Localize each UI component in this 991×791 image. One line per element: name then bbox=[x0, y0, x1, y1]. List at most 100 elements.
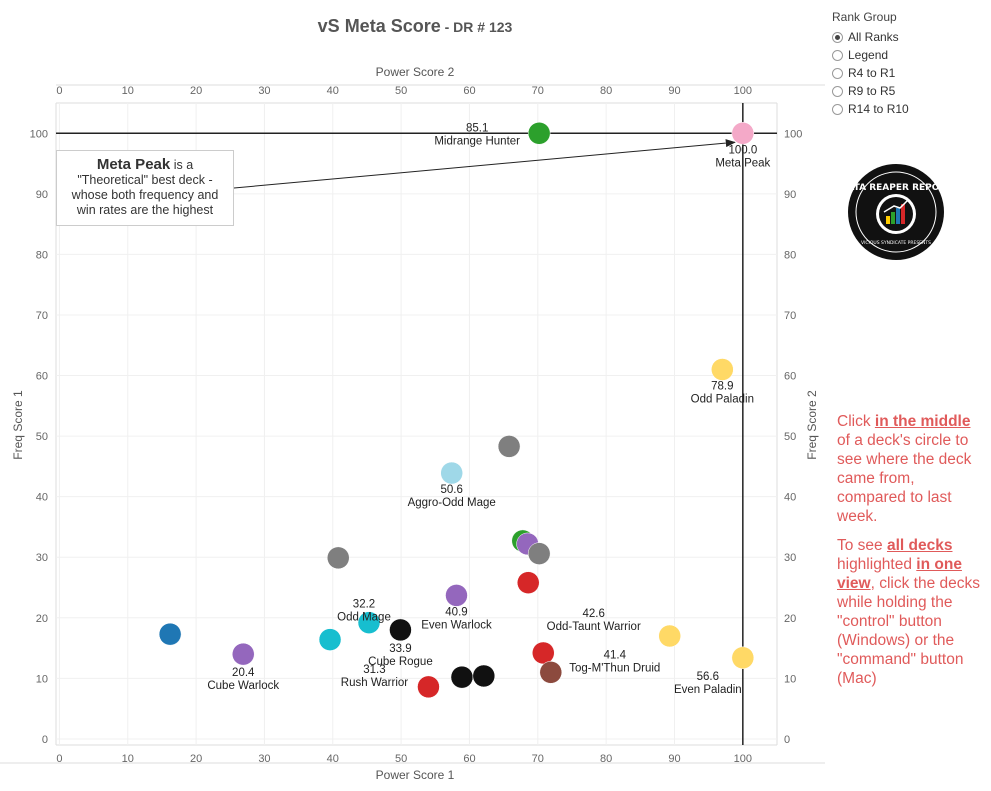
point-score-label: 32.2 bbox=[353, 599, 375, 611]
x2-tick-label: 60 bbox=[463, 85, 475, 97]
rank-option-r4-to-r1[interactable]: R4 to R1 bbox=[832, 64, 909, 82]
point-name-label: Cube Warlock bbox=[207, 680, 279, 692]
data-point bbox=[731, 646, 755, 670]
rank-option-all-ranks[interactable]: All Ranks bbox=[832, 28, 909, 46]
x2-tick-label: 80 bbox=[600, 85, 612, 97]
rank-option-r14-to-r10[interactable]: R14 to R10 bbox=[832, 100, 909, 118]
x-tick-label: 60 bbox=[463, 753, 475, 765]
rank-option-label: R4 to R1 bbox=[848, 66, 896, 80]
x-tick-label: 80 bbox=[600, 753, 612, 765]
data-point bbox=[158, 622, 182, 646]
x-tick-label: 70 bbox=[532, 753, 544, 765]
point-score-label: 85.1 bbox=[466, 122, 488, 134]
y-tick-label: 80 bbox=[36, 249, 48, 261]
radio-icon[interactable] bbox=[832, 85, 843, 97]
instruction-text: of a deck's circle to see where the deck… bbox=[837, 432, 972, 525]
point-name-label: Odd Paladin bbox=[691, 393, 754, 405]
data-point bbox=[527, 122, 551, 145]
annotation-bold: Meta Peak bbox=[96, 156, 171, 173]
point-name-label: Meta Peak bbox=[715, 157, 770, 169]
y2-tick-label: 90 bbox=[784, 189, 796, 201]
rank-group-filter: Rank Group All Ranks Legend R4 to R1 R9 to … bbox=[832, 10, 909, 118]
point-name-label: Tog-M'Thun Druid bbox=[569, 662, 660, 674]
y2-tick-label: 40 bbox=[784, 492, 796, 504]
data-point bbox=[731, 122, 755, 145]
x-tick-label: 90 bbox=[668, 753, 680, 765]
data-point bbox=[532, 641, 555, 665]
point-score-label: 100.0 bbox=[728, 144, 757, 156]
point-name-label: Aggro-Odd Mage bbox=[408, 497, 496, 509]
y2-tick-label: 30 bbox=[784, 552, 796, 564]
meta-peak-annotation: Meta Peak is a "Theoretical" best deck -… bbox=[56, 150, 234, 226]
y-tick-label: 30 bbox=[36, 552, 48, 564]
instructions-click: Click in the middle of a deck's circle t… bbox=[837, 412, 987, 526]
data-point bbox=[497, 435, 521, 458]
y2-tick-label: 20 bbox=[784, 613, 796, 625]
tick-labels: 0 0 10 10 20 20 30 30 40 40 50 50 60 60 70 70 80 80 90 90 10… bbox=[30, 85, 803, 765]
y2-tick-label: 100 bbox=[784, 128, 802, 140]
y2-tick-label: 50 bbox=[784, 431, 796, 443]
data-reaper-logo: DATA REAPER REPORT VICIOUS SYNDICATE PRE… bbox=[846, 164, 946, 260]
annotation-text-4: win rates are the highest bbox=[76, 203, 214, 217]
rank-option-legend[interactable]: Legend bbox=[832, 46, 909, 64]
y-tick-label: 90 bbox=[36, 189, 48, 201]
point-score-label: 42.6 bbox=[583, 608, 605, 620]
data-point bbox=[516, 571, 540, 594]
rank-option-label: All Ranks bbox=[848, 30, 899, 44]
rank-option-label: R14 to R10 bbox=[848, 102, 909, 116]
annotation-text-3: whose both frequency and bbox=[71, 188, 219, 202]
rank-option-label: Legend bbox=[848, 48, 889, 62]
x-tick-label: 0 bbox=[56, 753, 62, 765]
instructions-multiselect: To see all decks highlighted in one view… bbox=[837, 536, 987, 688]
data-point bbox=[318, 628, 342, 651]
point-name-label: Cube Rogue bbox=[368, 656, 433, 668]
x2-tick-label: 0 bbox=[56, 85, 62, 97]
logo-subtext: VICIOUS SYNDICATE PRESENTS bbox=[861, 240, 931, 246]
point-score-label: 33.9 bbox=[389, 643, 411, 655]
x-tick-label: 20 bbox=[190, 753, 202, 765]
x-axis-label: Power Score 1 bbox=[376, 768, 455, 782]
x2-axis-label: Power Score 2 bbox=[376, 65, 455, 79]
x2-tick-label: 30 bbox=[258, 85, 270, 97]
y-tick-label: 10 bbox=[36, 673, 48, 685]
annotation-arrow bbox=[233, 139, 736, 189]
data-point bbox=[389, 618, 412, 642]
data-point bbox=[450, 665, 474, 689]
annotation-arrow-line bbox=[233, 139, 736, 189]
instruction-emphasis: all decks bbox=[886, 537, 953, 554]
data-point bbox=[711, 358, 734, 381]
x-tick-label: 50 bbox=[395, 753, 407, 765]
point-score-label: 56.6 bbox=[697, 671, 719, 683]
instructions-panel: Click in the middle of a deck's circle t… bbox=[837, 412, 987, 698]
radio-icon[interactable] bbox=[832, 103, 843, 115]
point-name-label: Rush Warrior bbox=[341, 677, 408, 689]
data-point bbox=[417, 675, 440, 699]
instruction-emphasis: in one view bbox=[837, 556, 962, 592]
radio-icon[interactable] bbox=[832, 31, 843, 43]
data-point bbox=[232, 642, 255, 666]
x2-tick-label: 100 bbox=[734, 85, 752, 97]
x2-tick-label: 70 bbox=[532, 85, 544, 97]
rank-option-r9-to-r5[interactable]: R9 to R5 bbox=[832, 82, 909, 100]
y2-tick-label: 80 bbox=[784, 249, 796, 261]
x2-tick-label: 50 bbox=[395, 85, 407, 97]
data-point bbox=[445, 584, 468, 607]
radio-icon[interactable] bbox=[832, 49, 843, 61]
chart-title: vS Meta Score - DR # 123 bbox=[318, 16, 513, 36]
point-name-label: Midrange Hunter bbox=[434, 135, 520, 147]
x2-tick-label: 90 bbox=[668, 85, 680, 97]
radio-icon[interactable] bbox=[832, 67, 843, 79]
data-point bbox=[539, 661, 563, 684]
y-tick-label: 40 bbox=[36, 492, 48, 504]
annotation-text-2: "Theoretical" best deck - bbox=[77, 173, 213, 187]
point-score-label: 41.4 bbox=[604, 649, 627, 661]
x2-tick-label: 40 bbox=[327, 85, 339, 97]
data-point bbox=[527, 542, 551, 565]
annotation-text-1: is a bbox=[170, 158, 194, 172]
data-point bbox=[357, 611, 381, 634]
x2-tick-label: 10 bbox=[122, 85, 134, 97]
instruction-text: To see bbox=[837, 537, 887, 554]
x-tick-label: 40 bbox=[327, 753, 339, 765]
